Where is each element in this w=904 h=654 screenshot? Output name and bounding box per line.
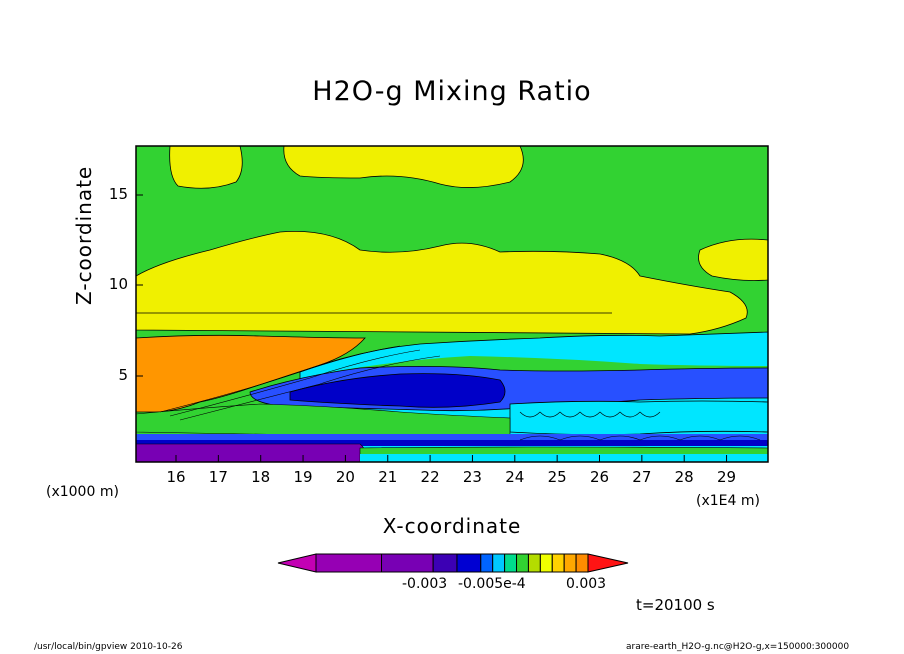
x-tick-label: 17 — [208, 468, 228, 486]
colorbar-label: 0.003 — [566, 576, 607, 592]
y-tick-label: 15 — [108, 185, 128, 203]
colorbar-arrow-right — [587, 553, 629, 573]
contour-band-green-mid — [330, 356, 768, 380]
colorbar-label: -0.003 — [402, 576, 448, 592]
x-axis-label: X-coordinate — [382, 514, 522, 538]
contour-band-bottom-dark — [136, 440, 768, 446]
footer-left: /usr/local/bin/gpview 2010-10-26 — [34, 642, 183, 652]
colorbar-swatch — [527, 553, 541, 573]
y-tick-label: 10 — [108, 275, 128, 293]
colorbar-swatch — [551, 553, 565, 573]
x-tick-label: 23 — [462, 468, 482, 486]
x-axis-ticks — [175, 455, 728, 462]
contour-band-bottom-purple — [136, 443, 366, 462]
contour-band-yellow-right — [698, 238, 768, 281]
x-tick-label: 20 — [335, 468, 355, 486]
colorbar — [277, 553, 629, 573]
contour-band-orange — [136, 334, 366, 413]
x-tick-label: 26 — [589, 468, 610, 486]
contour-fill — [136, 146, 768, 462]
y-axis-ticks — [136, 194, 143, 377]
colorbar-swatch — [456, 553, 482, 573]
plot-frame — [135, 145, 769, 463]
colorbar-swatch — [504, 553, 518, 573]
colorbar-arrow-left — [277, 553, 317, 573]
x-unit-right: (x1E4 m) — [696, 493, 760, 509]
x-tick-label: 25 — [547, 468, 567, 486]
x-tick-label: 21 — [378, 468, 398, 486]
x-tick-label: 28 — [674, 468, 694, 486]
colorbar-swatch — [516, 553, 529, 573]
contour-band-yellow-main — [136, 231, 748, 335]
footer-right: arare-earth_H2O-g.nc@H2O-g,x=150000:3000… — [626, 642, 850, 652]
colorbar-swatch — [315, 553, 383, 573]
colorbar-swatch — [480, 553, 494, 573]
contour-band-bottom-blue — [136, 434, 768, 444]
x-tick-label: 29 — [717, 468, 737, 486]
x-unit-left: (x1000 m) — [46, 484, 119, 500]
contour-band-yellow-top-left — [169, 146, 243, 189]
colorbar-swatch — [381, 553, 434, 573]
y-tick-label: 5 — [118, 366, 128, 384]
contour-wave-lines — [159, 345, 761, 441]
chart-title: H2O-g Mixing Ratio — [312, 76, 592, 107]
colorbar-swatch — [432, 553, 458, 573]
time-label: t=20100 s — [636, 596, 715, 614]
contour-band-cyan-lower — [509, 400, 768, 436]
colorbar-swatch — [539, 553, 553, 573]
contour-band-dark-blue — [289, 373, 506, 408]
x-tick-label: 27 — [632, 468, 652, 486]
x-tick-label: 19 — [293, 468, 313, 486]
x-tick-label: 22 — [420, 468, 440, 486]
x-tick-label: 24 — [505, 468, 525, 486]
colorbar-swatch — [575, 553, 589, 573]
colorbar-label: -0.005e-4 — [458, 576, 526, 592]
contour-band-bottom-strip — [360, 454, 768, 462]
colorbar-swatch — [563, 553, 577, 573]
y-axis-label: Z-coordinate — [72, 165, 96, 305]
x-tick-label: 16 — [166, 468, 186, 486]
contour-band-yellow-top-mid — [283, 146, 524, 188]
colorbar-swatch — [492, 553, 506, 573]
x-tick-label: 18 — [251, 468, 271, 486]
